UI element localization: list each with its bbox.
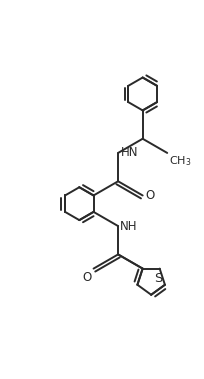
Text: O: O <box>82 271 91 284</box>
Text: HN: HN <box>120 146 138 160</box>
Text: O: O <box>145 189 154 202</box>
Text: NH: NH <box>120 219 137 233</box>
Text: CH$_3$: CH$_3$ <box>169 154 191 168</box>
Text: S: S <box>154 272 162 285</box>
